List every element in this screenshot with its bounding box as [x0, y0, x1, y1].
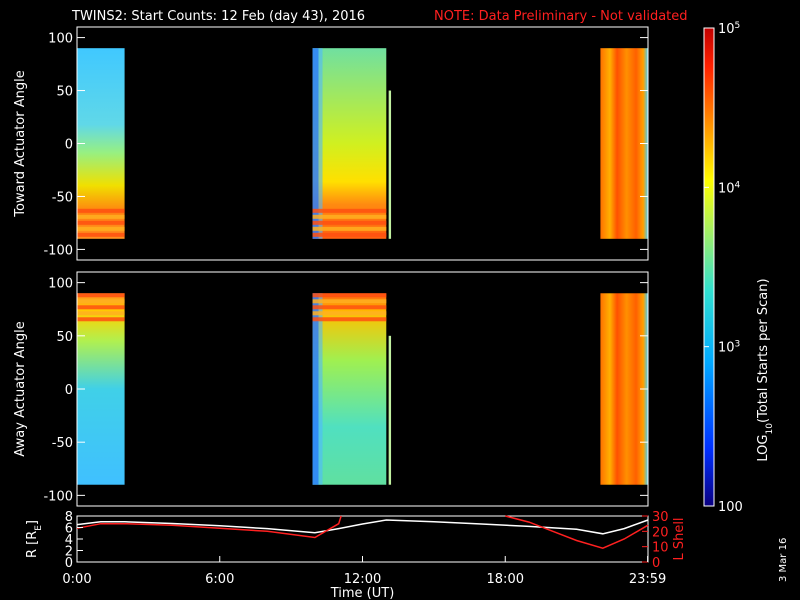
toward-angle-segments — [77, 48, 648, 239]
y-tick-label: 0 — [65, 138, 73, 153]
heatmap-segment — [312, 48, 387, 239]
preliminary-note: NOTE: Data Preliminary - Not validated — [434, 9, 688, 24]
lshell-tick-label: 30 — [652, 510, 669, 525]
colorbar-label: LOG10(Total Starts per Scan) — [756, 278, 775, 461]
time-tick-label: 0:00 — [62, 572, 91, 587]
heatmap-band — [312, 208, 387, 213]
r-axis-label-sub: E — [34, 525, 44, 531]
toward-angle-panel: 100 50 0 -50 -100 Toward Actuator Angle — [13, 26, 649, 261]
r-axis-label-end: ] — [25, 520, 40, 525]
segment-edge-band — [312, 293, 319, 485]
heatmap-band — [77, 311, 125, 316]
figure-title: TWINS2: Start Counts: 12 Feb (day 43), 2… — [71, 9, 365, 24]
away-angle-ylabel: Away Actuator Angle — [13, 321, 28, 456]
time-tick-label: 12:00 — [344, 572, 381, 587]
lshell-tick-label: 10 — [652, 541, 669, 556]
r-tick-label: 4 — [65, 533, 73, 548]
r-series-line — [76, 519, 649, 535]
toward-angle-y-ticks: 100 50 0 -50 -100 — [43, 32, 648, 258]
colorbar-gradient — [703, 27, 715, 507]
colorbar-tick-exponent: 4 — [735, 180, 741, 190]
heatmap-band — [77, 208, 125, 213]
r-tick-label: 2 — [65, 545, 73, 560]
heatmap-band — [312, 311, 387, 316]
colorbar-tick-exponent: 3 — [735, 340, 741, 350]
colorbar-tick-base: 10 — [718, 341, 735, 356]
time-axis-ticks: 0:00 6:00 12:00 18:00 23:59 — [62, 556, 666, 587]
time-tick-label: 23:59 — [629, 572, 666, 587]
y-tick-label: 0 — [65, 383, 73, 398]
y-tick-label: -50 — [52, 436, 73, 451]
y-tick-label: -100 — [43, 243, 73, 258]
segment-edge-band — [312, 48, 319, 239]
colorbar-tick-base: 10 — [718, 181, 735, 196]
lshell-series-line — [505, 515, 649, 549]
heatmap-segment — [388, 335, 392, 485]
time-tick-label: 6:00 — [205, 572, 234, 587]
heatmap-band — [77, 220, 125, 225]
y-tick-label: -100 — [43, 489, 73, 504]
heatmap-band — [312, 305, 387, 310]
heatmap-band — [77, 299, 125, 304]
date-stamp: 3 Mar 16 — [778, 538, 789, 582]
segment-edge-band — [318, 293, 323, 485]
heatmap-segment — [312, 293, 387, 485]
colorbar-label-sub: 10 — [765, 423, 775, 435]
lshell-axis-label: L Shell — [672, 517, 687, 560]
away-angle-panel: 100 50 0 -50 -100 Away Actuator Angle — [13, 271, 649, 507]
time-axis-label: Time (UT) — [330, 586, 395, 600]
heatmap-band — [312, 293, 387, 298]
colorbar-tick-base: 10 — [718, 22, 735, 37]
heatmap-band — [312, 317, 387, 322]
colorbar-tick-label: 105 — [718, 21, 740, 37]
heatmap-band — [77, 226, 125, 231]
heatmap-band — [77, 293, 125, 298]
lshell-tick-label: 20 — [652, 525, 669, 540]
heatmap-band — [312, 220, 387, 225]
colorbar-tick-label: 100 — [718, 500, 743, 515]
r-tick-label: 6 — [65, 522, 73, 537]
y-tick-label: 50 — [56, 85, 73, 100]
y-tick-label: 100 — [48, 32, 73, 47]
r-axis-label: R [RE] — [25, 520, 44, 558]
colorbar-label-prefix: LOG — [756, 435, 771, 462]
colorbar-label-suffix: (Total Starts per Scan) — [756, 278, 771, 423]
r-tick-label: 8 — [65, 510, 73, 525]
lshell-tick-label: 0 — [652, 556, 660, 571]
heatmap-band — [312, 226, 387, 231]
r-axis-label-main: R [R — [25, 531, 40, 558]
heatmap-band — [312, 232, 387, 237]
heatmap-segment — [388, 90, 392, 239]
y-tick-label: 100 — [48, 277, 73, 292]
heatmap-band — [77, 214, 125, 219]
orbit-lines — [76, 515, 649, 549]
heatmap-band — [77, 305, 125, 310]
y-tick-label: -50 — [52, 190, 73, 205]
heatmap-band — [312, 299, 387, 304]
time-tick-label: 18:00 — [487, 572, 524, 587]
colorbar-tick-label: 104 — [718, 180, 741, 196]
colorbar-tick-label: 103 — [718, 340, 740, 356]
toward-angle-ylabel: Toward Actuator Angle — [13, 70, 28, 217]
segment-edge-band — [318, 48, 323, 239]
heatmap-band — [77, 317, 125, 322]
away-angle-y-ticks: 100 50 0 -50 -100 — [43, 277, 648, 504]
colorbar-tick-exponent: 5 — [735, 21, 741, 31]
heatmap-band — [77, 232, 125, 237]
heatmap-band — [312, 214, 387, 219]
r-tick-label: 0 — [65, 556, 73, 571]
y-tick-label: 50 — [56, 330, 73, 345]
lshell-series-line — [76, 515, 342, 539]
